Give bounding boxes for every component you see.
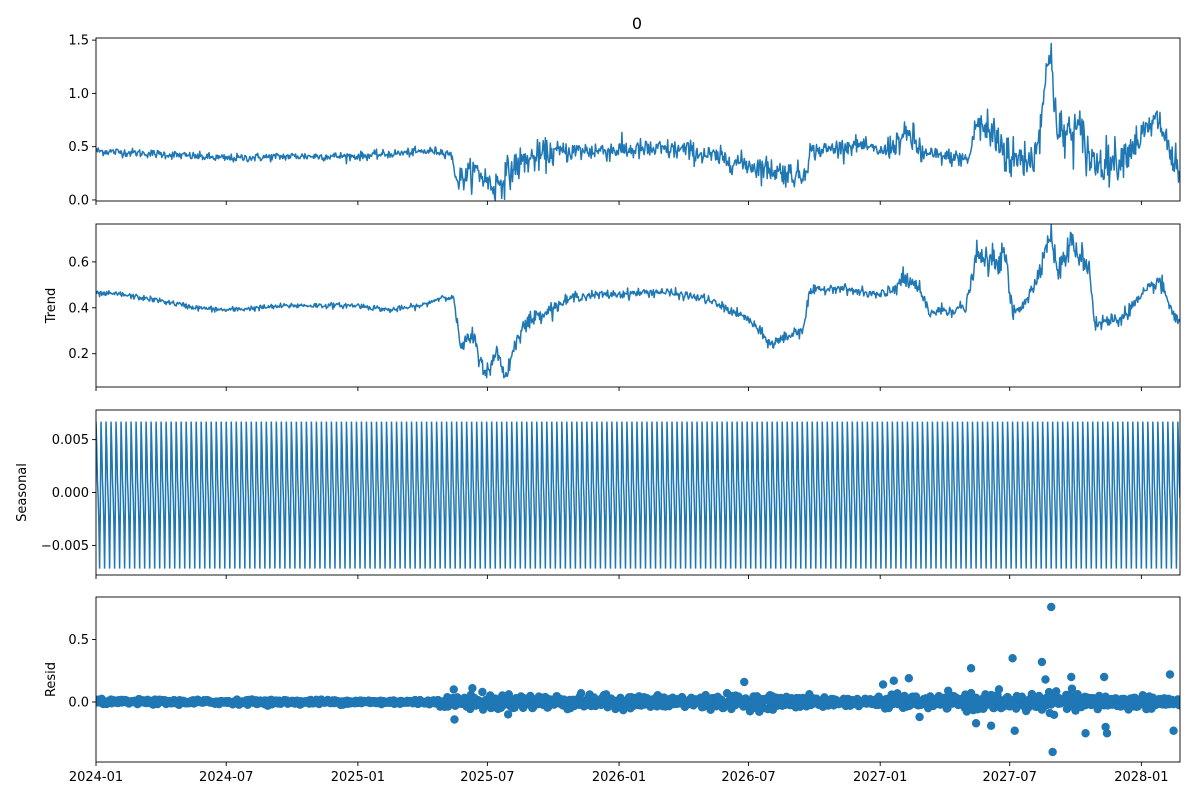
resid-outlier-point (904, 674, 914, 683)
y-tick-label: 0.000 (52, 486, 89, 501)
x-tick-label: 2026-07 (721, 770, 775, 785)
x-tick-label: 2027-07 (983, 770, 1037, 785)
resid-outlier-point (1081, 729, 1090, 738)
y-tick-label: 0.2 (68, 347, 89, 362)
axes-frame (95, 596, 1181, 763)
resid-outlier-point (449, 685, 458, 694)
x-tick-label: 2026-01 (592, 770, 646, 785)
resid-outlier-point (1165, 670, 1175, 679)
y-tick-label: 0.6 (68, 255, 89, 270)
figure-title: 0 (632, 14, 642, 33)
resid-outlier-point (889, 676, 898, 685)
seasonal-series-line (96, 421, 1180, 569)
resid-outlier-point (878, 680, 888, 689)
x-tick-label: 2024-01 (69, 770, 123, 785)
y-tick-label: 0.5 (68, 633, 89, 648)
resid-point (1049, 710, 1059, 719)
y-tick-label: −0.005 (41, 539, 89, 554)
resid-outlier-point (915, 712, 924, 722)
subplot-trend: 0.2 0.4 0.6 Trend (44, 223, 1181, 391)
resid-outlier-point (468, 684, 477, 693)
x-tick-label: 2025-07 (460, 770, 514, 785)
plot-area (96, 421, 1180, 569)
x-tick-label: 2025-01 (331, 770, 385, 785)
y-tick-label: 1.5 (68, 34, 89, 49)
resid-point (503, 710, 513, 719)
resid-point (701, 690, 710, 700)
y-tick-label: 0.005 (52, 433, 89, 448)
subplot-observed: 0.0 0.5 1.0 1.5 (68, 34, 1181, 208)
resid-outlier-point (1101, 722, 1110, 732)
resid-outlier-point (740, 677, 749, 687)
resid-point (576, 688, 586, 698)
resid-outlier-point (1099, 672, 1109, 682)
y-tick-label: 0.0 (68, 696, 89, 711)
y-tick-label: 0.5 (68, 140, 89, 155)
subplot-seasonal: −0.005 0.000 0.005 Seasonal (15, 409, 1181, 579)
resid-outlier-point (1067, 672, 1076, 682)
resid-outlier-point (971, 719, 981, 728)
axes-frame (95, 223, 1181, 388)
resid-outlier-point (1008, 654, 1017, 663)
resid-point (478, 687, 487, 697)
y-tick-label: 0.4 (68, 301, 89, 316)
plot-area (96, 42, 1180, 201)
trend-series-line (96, 224, 1180, 379)
x-tick-label: 2024-07 (199, 770, 253, 785)
y-tick-label: 1.0 (68, 87, 89, 102)
plot-area (96, 224, 1180, 379)
resid-point (1175, 696, 1180, 705)
subplots: 0.0 0.5 1.0 1.5 0.2 0.4 0.6 Trend −0.005 0.000 0.0… (15, 34, 1181, 785)
resid-outlier-point (1047, 602, 1056, 612)
resid-outlier-point (450, 715, 459, 724)
observed-series-line (96, 42, 1180, 201)
y-tick-label: 0.0 (68, 193, 89, 208)
resid-point (994, 685, 1004, 694)
x-tick-label: 2028-01 (1114, 770, 1168, 785)
axes-frame (95, 37, 1181, 202)
resid-outlier-point (1102, 729, 1112, 738)
resid-outlier-point (1169, 726, 1178, 735)
y-axis-label: Seasonal (15, 463, 30, 522)
y-axis-label: Trend (44, 288, 59, 325)
plot-area (96, 602, 1180, 757)
resid-outlier-point (1010, 726, 1019, 735)
subplot-resid: 0.0 0.5 Resid 2024-01 2024-07 2025-01 2025-07 2… (44, 596, 1181, 785)
x-tick-label: 2027-01 (853, 770, 907, 785)
resid-outlier-point (1037, 657, 1047, 667)
resid-outlier-point (986, 721, 996, 730)
resid-point (1067, 684, 1077, 693)
resid-point (1052, 687, 1061, 696)
y-axis-label: Resid (44, 662, 59, 697)
resid-outlier-point (1041, 675, 1050, 684)
resid-outlier-point (966, 664, 976, 673)
resid-outlier-point (1048, 747, 1057, 757)
